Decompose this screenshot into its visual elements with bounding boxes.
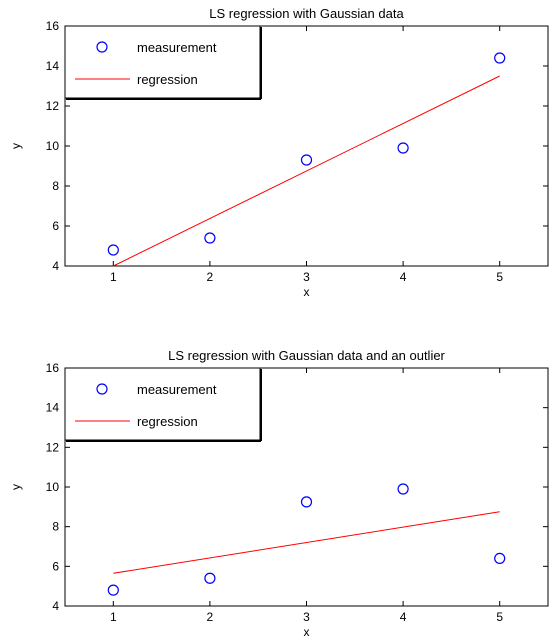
y-tick-label: 4 <box>52 599 59 613</box>
legend: measurement regression <box>64 367 262 442</box>
y-tick-label: 10 <box>46 480 60 494</box>
measurement-point <box>300 154 313 166</box>
x-tick-label: 2 <box>207 610 214 624</box>
legend-label-regression: regression <box>137 72 198 87</box>
x-axis-label: x <box>304 625 310 639</box>
regression-line <box>113 511 500 574</box>
y-tick-label: 10 <box>46 139 60 153</box>
chart-title: LS regression with Gaussian data and an … <box>168 348 445 363</box>
measurement-point <box>397 142 409 154</box>
y-tick-label: 4 <box>52 259 59 273</box>
x-tick-label: 2 <box>207 270 214 284</box>
x-tick-label: 5 <box>496 270 503 284</box>
legend-box <box>64 25 261 99</box>
y-tick-label: 14 <box>46 401 60 415</box>
measurement-point <box>300 496 313 508</box>
y-tick-label: 8 <box>52 520 59 534</box>
x-tick-label: 3 <box>303 270 310 284</box>
y-tick-label: 16 <box>46 361 60 375</box>
measurement-point <box>107 244 119 256</box>
y-tick-label: 12 <box>46 99 60 113</box>
measurement-point <box>107 584 119 596</box>
measurement-point <box>204 232 216 244</box>
regression-line <box>113 75 500 267</box>
y-tick-label: 16 <box>46 19 60 33</box>
legend-label-regression: regression <box>137 414 198 429</box>
x-tick-label: 5 <box>496 610 503 624</box>
chart-panel-2: LS regression with Gaussian data and an … <box>9 348 549 639</box>
legend-label-measurement: measurement <box>137 382 217 397</box>
legend: measurement regression <box>64 25 262 100</box>
y-tick-label: 14 <box>46 59 60 73</box>
legend-box <box>64 367 261 441</box>
legend-label-measurement: measurement <box>137 40 217 55</box>
y-tick-label: 6 <box>52 219 59 233</box>
y-axis-label: y <box>9 143 23 149</box>
measurement-point <box>204 572 216 584</box>
y-tick-label: 6 <box>52 559 59 573</box>
x-tick-label: 3 <box>303 610 310 624</box>
measurement-point <box>494 52 506 64</box>
measurement-point <box>494 552 506 565</box>
y-tick-label: 8 <box>52 179 59 193</box>
x-tick-label: 1 <box>110 270 117 284</box>
x-tick-label: 1 <box>110 610 117 624</box>
y-axis-label: y <box>9 484 23 490</box>
x-axis-label: x <box>304 285 310 299</box>
y-tick-label: 12 <box>46 440 60 454</box>
x-tick-label: 4 <box>400 270 407 284</box>
measurement-point <box>397 483 409 495</box>
legend-measurement-swatch <box>96 41 108 53</box>
x-tick-label: 4 <box>400 610 407 624</box>
legend-measurement-swatch <box>96 383 108 395</box>
chart-title: LS regression with Gaussian data <box>209 6 404 21</box>
